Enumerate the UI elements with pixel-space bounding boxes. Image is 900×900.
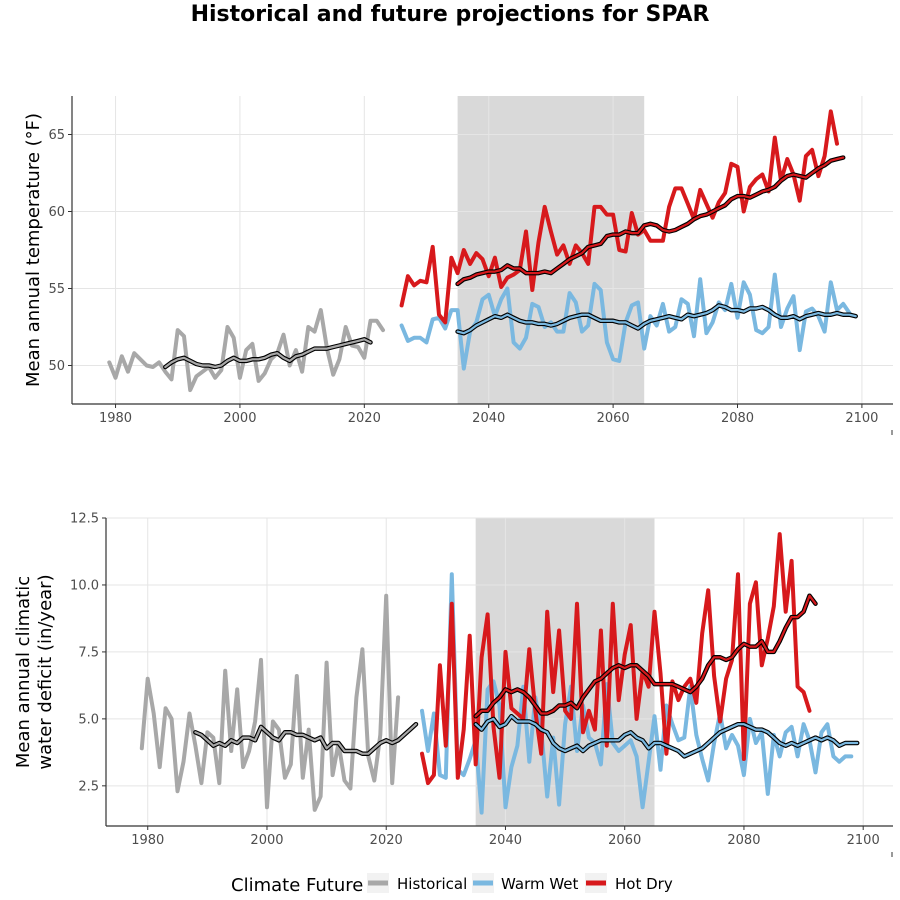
x-tick-label: 1980: [131, 833, 164, 848]
x-tick-label: 2080: [721, 411, 754, 426]
legend-item-hot-dry: Hot Dry: [585, 873, 673, 893]
y-tick-label: 7.5: [78, 645, 99, 660]
series-line-historical: [139, 593, 401, 812]
x-tick-label: 2020: [348, 411, 381, 426]
y-tick-label: 2.5: [78, 779, 99, 794]
legend-label-warm-wet: Warm Wet: [501, 875, 579, 893]
shaded-period: [457, 96, 645, 404]
series-line-warm-wet_smooth: [474, 715, 859, 758]
y-tick-label: 10.0: [70, 578, 99, 593]
x-tick-label: 2060: [608, 833, 641, 848]
series-line-hot-dry_smooth: [456, 156, 845, 285]
legend-label-hot-dry: Hot Dry: [615, 875, 673, 893]
x-tick-label: 2060: [597, 411, 630, 426]
y-axis-title-line: water deficit (in/year): [35, 574, 56, 769]
temperature-panel: 1980 2000 2020 2040 2060 2080 2100 50 55 60 65 Mean…: [23, 96, 893, 435]
series-line-warm-wet_smooth: [456, 304, 857, 335]
y-axis-title-line: Mean annual climatic: [13, 576, 34, 768]
y-tick-label: 50: [48, 359, 65, 374]
y-tick-label: 60: [48, 205, 65, 220]
legend: Climate Future Historical Warm Wet Hot D…: [231, 873, 673, 896]
x-tick-label: 2000: [250, 833, 283, 848]
x-tick-label: 2040: [472, 411, 505, 426]
legend-item-warm-wet: Warm Wet: [472, 873, 579, 893]
series-line-hot-dry: [420, 532, 812, 786]
x-tick-label: 1980: [99, 411, 132, 426]
series-line-warm-wet: [420, 572, 854, 815]
y-tick-label: 55: [48, 282, 65, 297]
legend-label-historical: Historical: [397, 875, 467, 893]
series-line-hot-dry: [399, 109, 839, 325]
y-axis-title: Mean annual climaticwater deficit (in/ye…: [13, 574, 56, 769]
x-tick-label: 2100: [847, 833, 880, 848]
x-tick-label: 2100: [845, 411, 878, 426]
y-axis-title: Mean annual temperature (°F): [23, 113, 44, 387]
y-tick-label: 5.0: [78, 712, 99, 727]
y-tick-label: 65: [48, 128, 65, 143]
legend-item-historical: Historical: [367, 873, 467, 893]
series-line-historical-smooth: [194, 723, 418, 755]
x-tick-label: 2080: [727, 833, 760, 848]
x-tick-label: 2000: [223, 411, 256, 426]
chart-title: Historical and future projections for SP…: [191, 2, 710, 27]
series-line-historical: [107, 308, 385, 393]
series-line-historical-smooth: [164, 338, 372, 369]
legend-title: Climate Future: [231, 875, 363, 896]
series-line-hot-dry_smooth: [474, 594, 817, 718]
x-tick-label: 2040: [489, 833, 522, 848]
x-tick-label: 2020: [370, 833, 403, 848]
y-tick-label: 12.5: [70, 512, 99, 527]
water-deficit-panel: 1980 2000 2020 2040 2060 2080 2100 2.5 5.0 7.5 10.…: [13, 512, 893, 857]
